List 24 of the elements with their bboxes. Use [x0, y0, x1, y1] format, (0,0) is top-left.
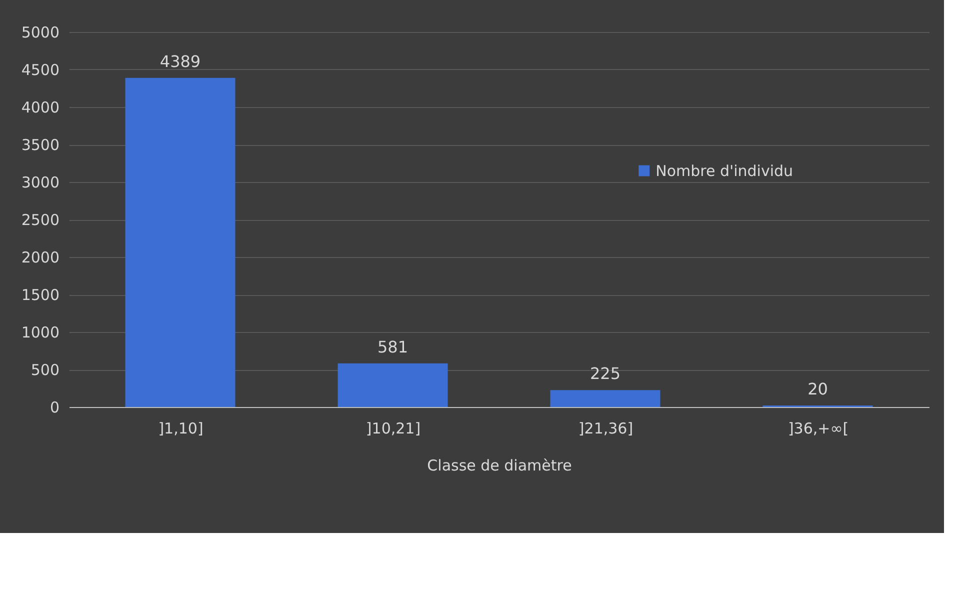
- bar: [550, 390, 660, 407]
- legend-label: Nombre d'individu: [656, 162, 794, 180]
- data-label: 4389: [160, 52, 201, 71]
- y-tick-label: 3000: [21, 174, 60, 192]
- y-tick-label: 4000: [21, 98, 60, 116]
- y-tick-label: 500: [30, 361, 60, 379]
- x-tick-label: ]36,+∞[: [788, 420, 849, 438]
- bar: [125, 78, 236, 407]
- x-tick-label: ]21,36]: [578, 420, 634, 438]
- y-tick-label: 2500: [21, 211, 60, 229]
- data-label: 581: [377, 337, 408, 356]
- y-tick-label: 3500: [21, 136, 60, 154]
- y-tick-label: 1000: [21, 324, 60, 342]
- x-tick-label: ]1,10]: [158, 420, 204, 438]
- x-tick-label: ]10,21]: [366, 420, 421, 438]
- y-tick-label: 2000: [21, 248, 60, 266]
- bar: [338, 363, 448, 407]
- data-label: 225: [590, 364, 621, 384]
- x-axis-title: Classe de diamètre: [427, 456, 572, 474]
- y-tick-label: 1500: [21, 286, 60, 304]
- y-tick-label: 0: [50, 398, 60, 416]
- y-tick-label: 4500: [21, 61, 60, 79]
- data-label: 20: [808, 380, 828, 398]
- y-tick-label: 5000: [21, 24, 60, 42]
